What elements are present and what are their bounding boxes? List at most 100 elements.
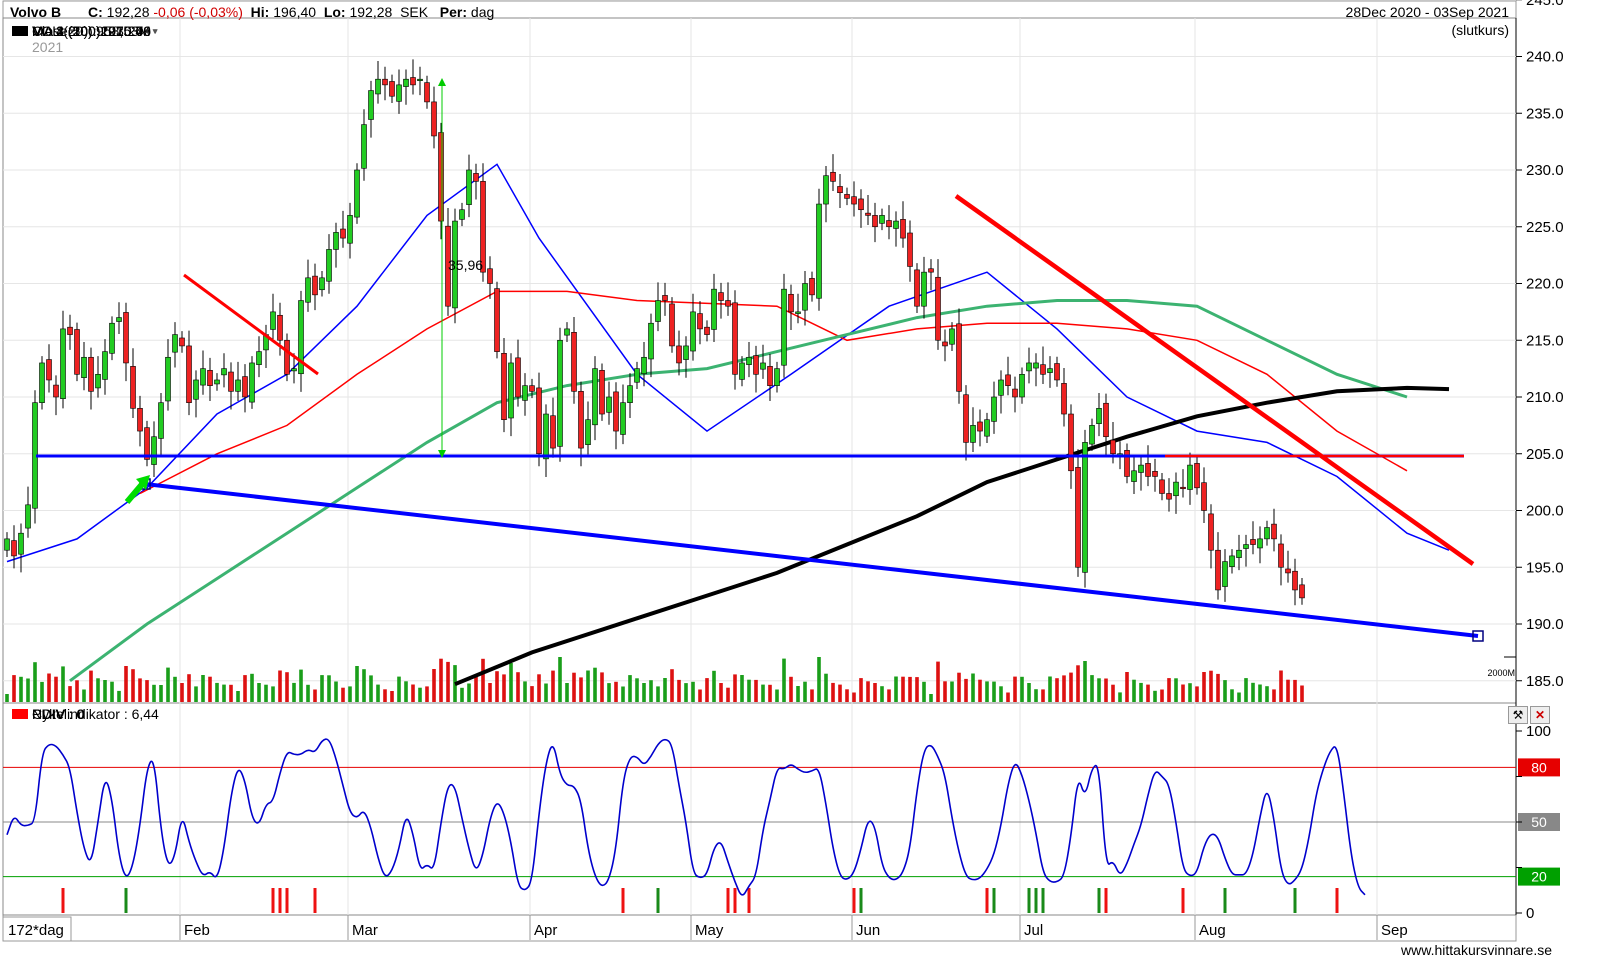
candle-body: [669, 303, 675, 347]
volume-bar: [26, 678, 30, 702]
volume-bar: [145, 680, 149, 702]
price-tick-label: 205.0: [1526, 446, 1564, 463]
volume-bar: [957, 672, 961, 702]
ndiv-marker: [733, 888, 737, 913]
close-label: C:: [88, 4, 103, 20]
legend-item[interactable]: MA 4 (200): 210.69 ▾: [12, 23, 158, 39]
volume-bar: [740, 675, 744, 702]
volume-bar: [551, 670, 555, 702]
candle-body: [18, 532, 24, 555]
candle-body: [837, 186, 843, 194]
volume-bar: [96, 678, 100, 702]
candle-body: [704, 326, 710, 335]
candle-body: [1075, 467, 1081, 568]
legend-label: VOL (20): 958,53M: [32, 23, 151, 39]
volume-bar: [194, 686, 198, 702]
candle-body: [543, 413, 549, 460]
volume-bar: [593, 667, 597, 702]
ndiv-marker: [621, 888, 625, 913]
candle-body: [186, 345, 192, 403]
volume-bar: [537, 674, 541, 702]
volume-bar: [579, 677, 583, 702]
candle-body: [389, 81, 395, 97]
volume-bar: [1020, 676, 1024, 702]
candle-body: [1264, 527, 1270, 540]
price-tick-label: 195.0: [1526, 559, 1564, 576]
volume-bar: [460, 687, 464, 702]
volume-bar: [103, 680, 107, 702]
candle-body: [1229, 555, 1235, 567]
chevron-down-icon[interactable]: ▾: [153, 25, 158, 36]
candle-body: [613, 391, 619, 432]
candle-body: [746, 356, 752, 365]
candle-body: [298, 300, 304, 375]
volume-bar: [1223, 680, 1227, 702]
chevron-down-icon[interactable]: ▾: [145, 25, 150, 36]
candle-body: [494, 288, 500, 352]
candle-body: [935, 276, 941, 341]
wrench-icon[interactable]: ⚒: [1508, 706, 1528, 724]
candle-body: [403, 78, 409, 87]
candle-body: [676, 345, 682, 364]
price-tick-label: 185.0: [1526, 673, 1564, 690]
candle-body: [312, 275, 318, 296]
pdiv-marker: [1034, 888, 1038, 913]
candle-body: [1215, 549, 1221, 591]
candle-body: [361, 124, 367, 169]
candle-body: [165, 356, 171, 402]
volume-bar: [670, 669, 674, 702]
ndiv-marker: [313, 888, 317, 913]
price-type: (slutkurs): [1451, 22, 1509, 38]
candle-body: [242, 376, 248, 398]
volume-bar: [530, 686, 534, 702]
price-tick-label: 190.0: [1526, 616, 1564, 633]
candle-body: [172, 334, 178, 353]
volume-bar: [1027, 683, 1031, 702]
candle-body: [634, 368, 640, 383]
candle-body: [207, 370, 213, 386]
volume-bar: [817, 657, 821, 702]
candle-body: [46, 359, 52, 381]
volume-bar: [614, 681, 618, 702]
chevron-down-icon[interactable]: ▾: [153, 25, 158, 36]
volume-bar: [341, 687, 345, 702]
candle-body: [67, 326, 73, 335]
candle-body: [522, 385, 528, 401]
candle-body: [501, 353, 507, 420]
volume-bar: [201, 675, 205, 702]
candle-body: [256, 351, 262, 365]
downtrend-line-small: [183, 273, 319, 376]
volume-bar: [1069, 672, 1073, 702]
candle-body: [1271, 523, 1277, 540]
reference-label: 20: [1531, 869, 1547, 885]
legend-swatch: [12, 709, 28, 719]
candle-body: [214, 379, 220, 385]
volume-bar: [110, 681, 114, 702]
reference-label-box: [1518, 758, 1560, 777]
volume-bar: [1286, 679, 1290, 702]
volume-bar: [68, 686, 72, 702]
month-label: May: [695, 922, 724, 939]
indicator-legend-item[interactable]: NDIV : 0: [12, 706, 85, 722]
volume-bar: [1216, 673, 1220, 702]
volume-bar: [509, 663, 513, 702]
candle-body: [900, 219, 906, 239]
chevron-down-icon[interactable]: ▾: [69, 25, 75, 36]
chevron-down-icon[interactable]: ▾: [145, 25, 150, 36]
volume-bar: [467, 683, 471, 702]
candle-body: [123, 312, 129, 364]
close-icon[interactable]: ✕: [1530, 706, 1550, 724]
volume-bar: [978, 679, 982, 702]
pdiv-marker: [124, 888, 128, 913]
candle-body: [550, 415, 556, 449]
ndiv-marker: [985, 888, 989, 913]
volume-bar: [1153, 690, 1157, 702]
ma-line: [6, 163, 1450, 563]
chevron-down-icon[interactable]: ▾: [152, 25, 158, 36]
candle-body: [508, 362, 514, 419]
volume-bar: [1258, 684, 1262, 702]
candle-body: [116, 317, 122, 322]
volume-bar: [362, 669, 366, 702]
volume-bar: [1293, 679, 1297, 702]
volume-bar: [159, 685, 163, 702]
